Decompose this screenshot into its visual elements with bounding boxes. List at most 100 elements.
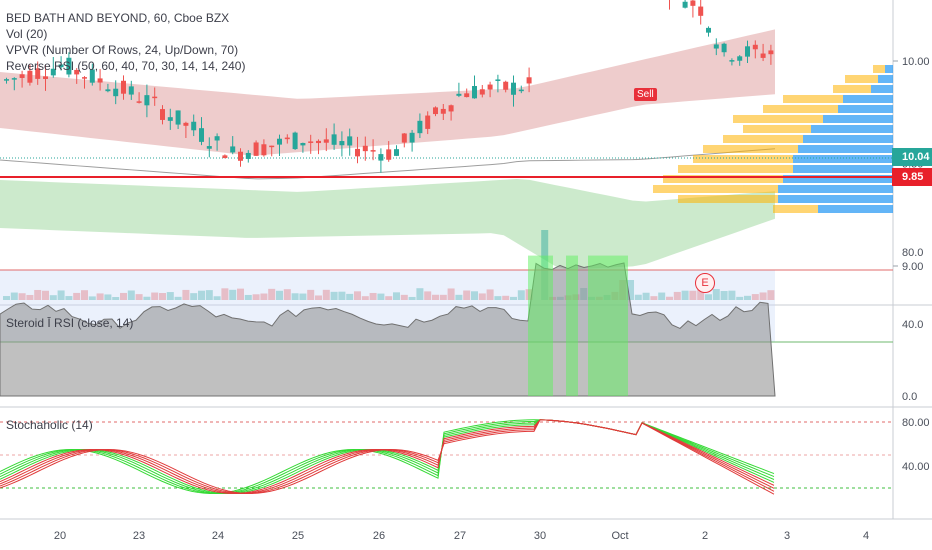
volume-bar [120,292,127,300]
volume-bar [315,295,322,300]
volume-bar [439,294,447,300]
price-tick-label: 9.00 [902,261,923,273]
volume-bar [198,290,205,300]
last-price-badge: 10.04 [892,148,932,166]
volume-bar [346,293,354,300]
candle-body [11,78,17,80]
volume-bar [385,296,393,300]
candle-body [487,84,493,90]
candle-body [464,93,470,98]
symbol-title[interactable]: BED BATH AND BEYOND, 60, Cboe BZX [6,11,230,25]
date-tick-label: 25 [292,530,304,542]
volume-bar [369,292,377,300]
volume-bar [393,292,400,300]
volume-bar [307,289,315,300]
candle-body [253,142,259,156]
volume-bar [57,290,65,300]
volume-profile-up-bar [878,75,893,83]
candle-body [136,101,142,103]
candle-body [768,50,774,55]
earnings-marker[interactable]: E [695,273,715,293]
volume-profile-down-bar [703,145,798,153]
reverse-rsi-indicator-label[interactable]: Reverse RSI (50, 60, 40, 70, 30, 14, 14,… [6,59,246,73]
vol-indicator-label[interactable]: Vol (20) [6,27,48,41]
volume-profile-down-bar [723,135,803,143]
vpvr-indicator-label[interactable]: VPVR (Number Of Rows, 24, Up/Down, 70) [6,43,239,57]
volume-bar [767,290,775,300]
candle-body [323,139,329,143]
candle-body [167,117,173,121]
volume-bar [471,291,478,300]
level-price-badge: 9.85 [892,168,932,186]
volume-bar [712,289,720,300]
volume-bar [455,294,463,300]
volume-bar [3,296,10,300]
date-tick-label: 4 [863,530,869,542]
volume-profile-down-bar [663,175,783,183]
volume-profile-down-bar [733,115,823,123]
volume-bar [65,296,73,300]
volume-profile-up-bar [793,165,893,173]
volume-bar [400,294,408,300]
volume-bar [494,296,502,300]
volume-profile-up-bar [871,85,893,93]
candle-body [113,88,119,97]
candle-body [503,81,509,90]
volume-profile-up-bar [838,105,893,113]
volume-profile-up-bar [818,205,893,213]
volume-profile-up-bar [778,195,893,203]
candle-body [479,89,485,95]
date-tick-label: 30 [534,530,546,542]
candle-body [128,86,134,95]
candle-body [19,74,25,78]
volume-profile-down-bar [783,95,843,103]
volume-bar [751,294,759,300]
volume-bar [237,288,244,300]
volume-bar [174,296,182,300]
volume-bar [338,291,346,300]
volume-profile-down-bar [773,205,818,213]
volume-bar [190,293,198,300]
candle-body [752,44,758,50]
candle-body [35,68,41,79]
candle-body [214,136,220,141]
volume-bar [73,292,81,300]
stoch-ribbon-line [0,419,775,495]
volume-bar [143,296,151,300]
volume-bar [634,294,642,300]
candle-body [339,141,345,146]
candle-body [386,149,392,160]
candle-body [417,120,423,134]
volume-bar [330,291,338,300]
candle-body [495,79,501,81]
rsi-overbought-highlight [588,255,628,396]
volume-bar [166,292,174,300]
candle-body [448,105,454,112]
stoch-pane-title[interactable]: Stochaholic (14) [6,418,93,432]
volume-bar [728,290,736,300]
volume-bar [486,289,494,300]
volume-bar [244,294,252,300]
volume-bar [720,291,728,300]
volume-bar [88,296,96,300]
candle-body [222,155,228,159]
volume-profile-up-bar [811,125,893,133]
date-tick-label: 2 [702,530,708,542]
volume-bar [135,294,143,300]
rsi-pane-title[interactable]: Steroid Ī RSI (close, 14) [6,316,134,330]
volume-bar [26,294,34,300]
candle-body [308,141,314,143]
volume-bar [205,290,213,300]
rsi-overbought-highlight [528,255,553,396]
candle-body [370,150,376,152]
date-tick-label: 20 [54,530,66,542]
main-legend: BED BATH AND BEYOND, 60, Cboe BZX Vol (2… [6,10,245,74]
date-tick-label: 27 [454,530,466,542]
volume-profile-down-bar [678,195,778,203]
volume-bar [276,290,283,300]
volume-bar [291,293,299,300]
volume-bar [666,296,673,300]
volume-profile-down-bar [763,105,838,113]
